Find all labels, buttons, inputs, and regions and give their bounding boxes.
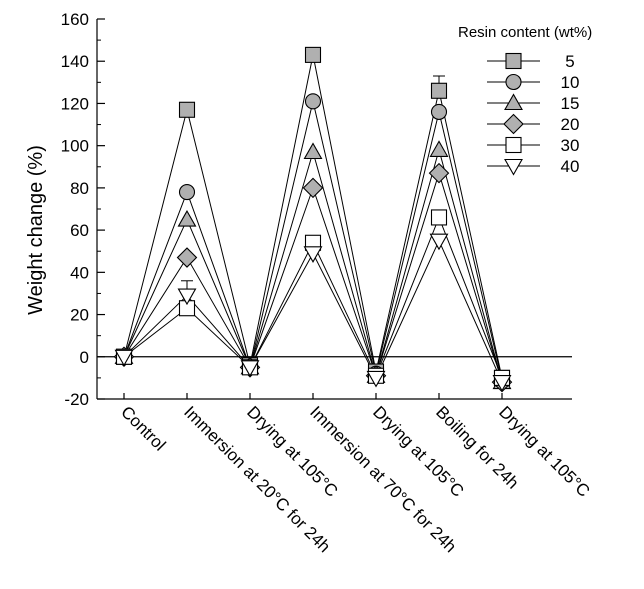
y-tick-label: 0 (80, 348, 89, 367)
y-axis: -20 0 20 40 60 80 100 120 140 160 (61, 10, 105, 409)
y-tick-label: 160 (61, 10, 89, 29)
y-tick-label: 60 (70, 221, 89, 240)
data-point-40 (366, 370, 386, 388)
data-point-15 (177, 209, 197, 227)
data-point-5 (430, 82, 448, 99)
data-point-5 (304, 46, 322, 63)
series-layer (113, 46, 513, 393)
legend-marker-30 (505, 136, 522, 154)
legend-label-20: 20 (561, 115, 580, 134)
y-tick-label: 120 (61, 94, 89, 113)
legend-title: Resin content (wt%) (458, 24, 592, 41)
legend-label-5: 5 (565, 52, 574, 71)
y-tick-label: -20 (64, 390, 89, 409)
data-point-10 (430, 103, 448, 120)
y-tick-label: 100 (61, 137, 89, 156)
legend-label-15: 15 (561, 94, 580, 113)
y-tick-label: 40 (70, 263, 89, 282)
data-point-20 (302, 177, 324, 199)
legend-label-30: 30 (561, 136, 580, 155)
legend-label-10: 10 (561, 73, 580, 92)
x-tick-label: Control (117, 402, 169, 454)
data-point-5 (178, 101, 196, 118)
data-point-20 (428, 162, 450, 184)
legend-marker-20 (503, 113, 524, 135)
data-point-40 (429, 233, 449, 251)
legend-marker-10 (505, 73, 522, 91)
data-point-10 (178, 184, 196, 201)
legend: Resin content (wt%) 5 10 15 20 30 40 (458, 24, 592, 176)
legend-marker-40 (504, 158, 523, 176)
legend-label-40: 40 (561, 157, 580, 176)
data-point-30 (430, 209, 448, 226)
data-point-40 (303, 246, 323, 263)
legend-marker-5 (505, 52, 522, 70)
legend-marker-15 (504, 93, 523, 111)
y-tick-label: 80 (70, 179, 89, 198)
data-point-40 (177, 288, 197, 306)
y-axis-title: Weight change (%) (25, 145, 47, 315)
y-tick-label: 140 (61, 52, 89, 71)
y-tick-label: 20 (70, 306, 89, 325)
data-point-10 (304, 93, 322, 110)
series-line-20 (123, 171, 503, 383)
data-point-15 (303, 142, 323, 160)
data-point-15 (429, 140, 449, 157)
data-point-20 (176, 247, 198, 268)
data-point-40 (492, 375, 512, 392)
data-point-40 (240, 360, 260, 377)
data-point-40 (114, 349, 134, 367)
